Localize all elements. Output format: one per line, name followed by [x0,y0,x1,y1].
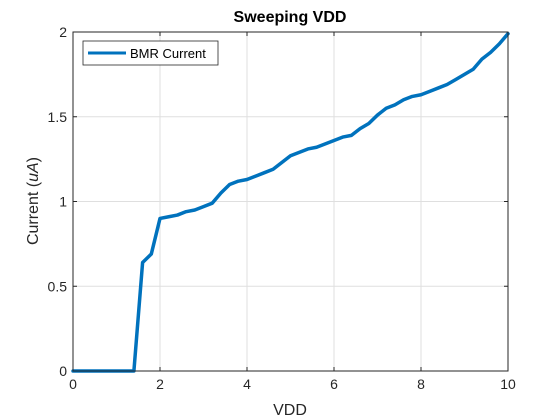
y-axis-ticks: 0 0.5 1 1.5 2 [48,24,508,379]
x-tick-label: 2 [156,376,164,392]
x-tick-label: 8 [417,376,425,392]
y-tick-label: 1 [59,194,67,210]
series-layer [71,31,510,373]
y-axis-label-prefix: Current ( [25,181,42,245]
y-tick-label: 0 [59,363,67,379]
x-tick-label: 10 [500,376,516,392]
legend-label-bmr-current: BMR Current [130,46,206,61]
y-axis-label-suffix: ) [25,157,42,162]
x-axis-ticks: 0 2 4 6 8 10 [69,32,516,392]
chart-title: Sweeping VDD [234,9,347,26]
y-gridlines [73,116,508,287]
y-tick-label: 2 [59,24,67,40]
y-axis-label-unit: uA [25,162,42,182]
legend: BMR Current [82,40,219,66]
legend-box [82,40,219,66]
x-tick-label: 6 [330,376,338,392]
series-line-bmr-current [71,31,510,373]
y-tick-label: 0.5 [48,278,68,294]
y-axis-label: Current (uA) [25,157,42,245]
x-tick-label: 4 [243,376,251,392]
x-axis-label: VDD [273,402,307,419]
y-tick-label: 1.5 [48,109,68,125]
x-tick-label: 0 [69,376,77,392]
